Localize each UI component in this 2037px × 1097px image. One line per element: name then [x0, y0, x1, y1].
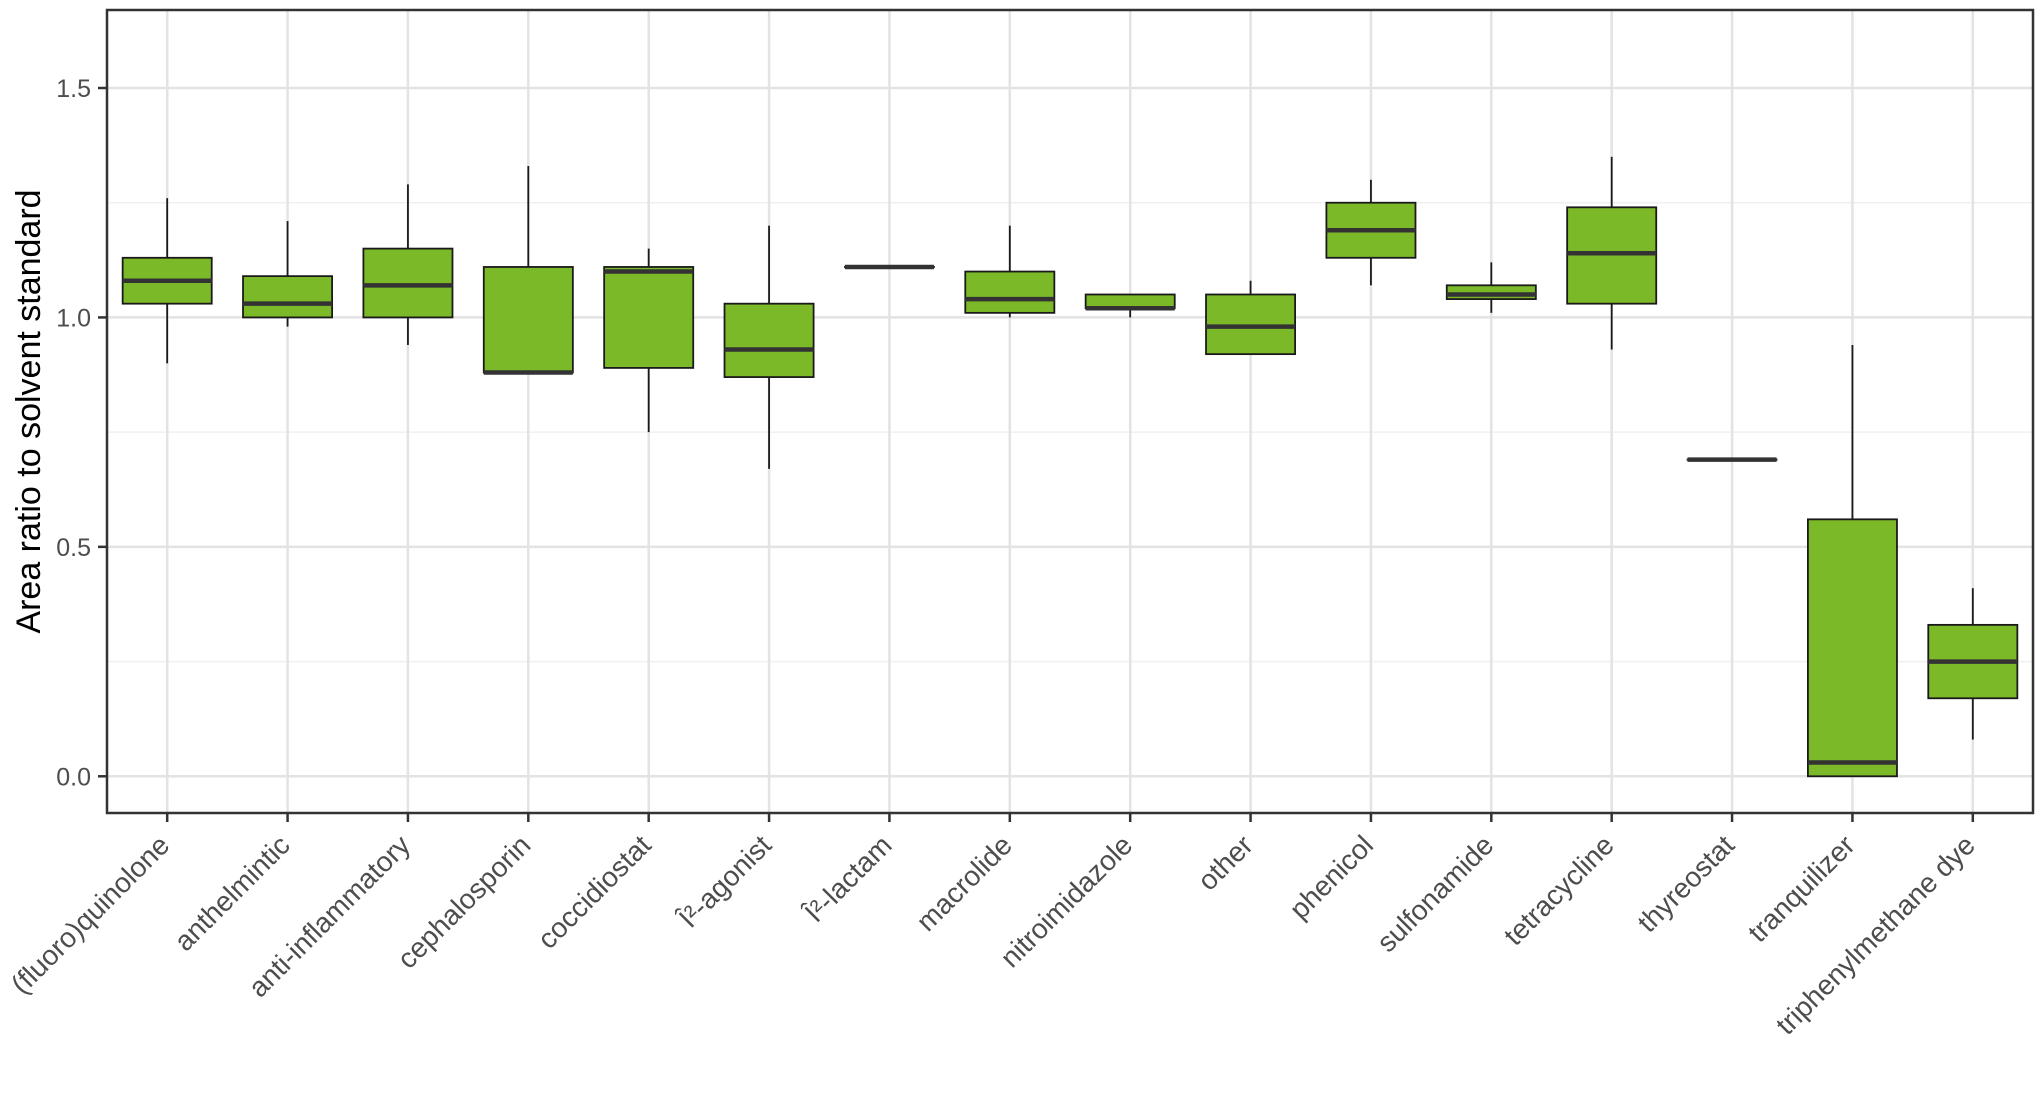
- box-body: [603, 266, 695, 369]
- box-0: [121, 198, 213, 364]
- y-axis-title: Area ratio to solvent standard: [10, 189, 48, 633]
- box-body: [1806, 518, 1898, 778]
- box-3: [482, 166, 574, 375]
- box-body: [1205, 293, 1297, 356]
- box-body: [1566, 206, 1658, 305]
- box-body: [362, 247, 454, 319]
- box-8: [1084, 293, 1176, 318]
- box-body: [242, 275, 334, 319]
- y-tick-label: 0.5: [56, 534, 91, 562]
- box-11: [1445, 262, 1537, 313]
- y-tick-label: 0.0: [56, 763, 91, 791]
- box-4: [603, 248, 695, 433]
- box-1: [242, 221, 334, 327]
- box-7: [964, 225, 1056, 318]
- box-15: [1927, 588, 2019, 740]
- y-axis: 0.0 0.5 1.0 1.5: [56, 75, 107, 791]
- box-12: [1566, 156, 1658, 350]
- y-tick-label: 1.0: [56, 304, 91, 332]
- box-14: [1806, 344, 1898, 778]
- y-tick-label: 1.5: [56, 75, 91, 103]
- box-body: [1445, 284, 1537, 300]
- plot-panel-border: [105, 8, 2035, 815]
- box-9: [1205, 280, 1297, 356]
- box-2: [362, 184, 454, 345]
- box-body: [482, 266, 574, 374]
- box-10: [1325, 179, 1417, 286]
- box-5: [723, 225, 815, 469]
- box-series: [121, 156, 2019, 778]
- box-body: [964, 270, 1056, 314]
- box-body: [723, 302, 815, 378]
